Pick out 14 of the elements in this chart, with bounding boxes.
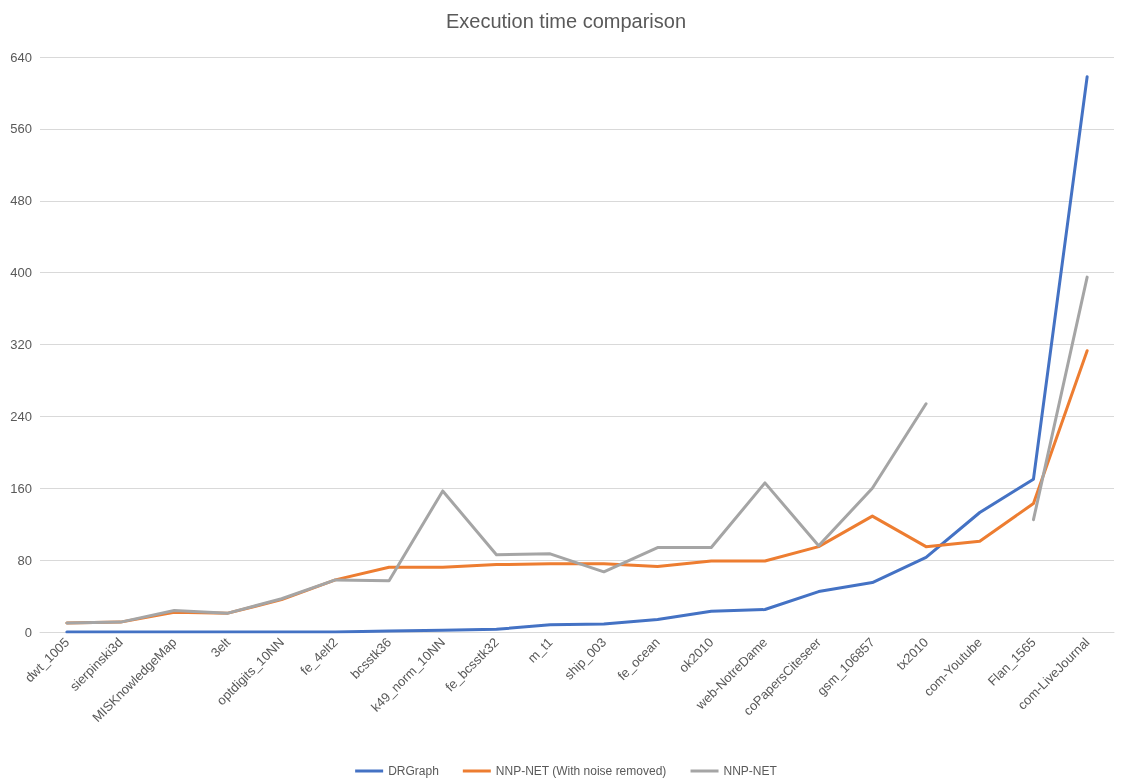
y-tick-label: 320 xyxy=(10,337,32,352)
legend-label: DRGraph xyxy=(388,764,439,778)
y-tick-label: 240 xyxy=(10,408,32,424)
line-series xyxy=(65,75,1089,634)
y-tick-label: 160 xyxy=(10,480,32,496)
legend-label: NNP-NET xyxy=(723,764,778,778)
y-tick-label: 400 xyxy=(10,265,32,281)
chart-title: Execution time comparison xyxy=(445,10,687,32)
y-tick-label: 480 xyxy=(10,193,32,209)
y-tick-label: 80 xyxy=(17,552,32,568)
y-tick-label: 560 xyxy=(10,121,32,137)
y-tick-label: 0 xyxy=(24,624,32,640)
legend-label: NNP-NET (With noise removed) xyxy=(495,764,667,778)
y-tick-label: 640 xyxy=(10,49,32,65)
